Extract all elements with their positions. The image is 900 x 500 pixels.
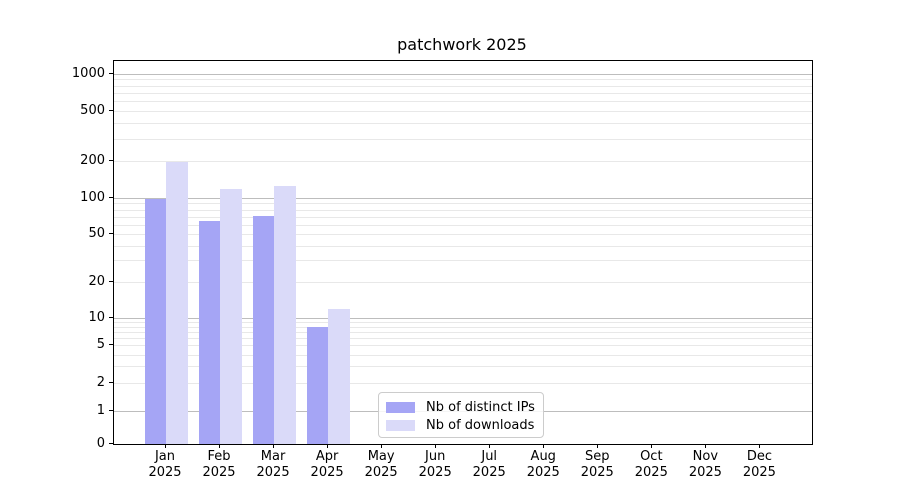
ytick-label-0: 0 <box>96 435 105 451</box>
xtick-mark-may <box>380 444 382 448</box>
bar-downloads-feb <box>220 188 242 444</box>
minor-gridline-3 <box>114 366 812 368</box>
legend-label-distinct-ips: Nb of distinct IPs <box>426 399 535 415</box>
minor-gridline-7 <box>114 331 812 333</box>
xtick-mark-sep <box>596 444 598 448</box>
ytick-label-5: 5 <box>96 337 105 353</box>
minor-gridline-60 <box>114 224 812 226</box>
ytick-label-200: 200 <box>80 152 105 168</box>
minor-gridline-400 <box>114 123 812 125</box>
ytick-mark-1000 <box>109 72 113 74</box>
legend-swatch-distinct-ips <box>386 401 415 413</box>
major-gridline-10 <box>114 317 812 319</box>
ytick-label-2: 2 <box>96 374 105 390</box>
minor-gridline-90 <box>114 203 812 205</box>
major-gridline-1000 <box>114 73 812 75</box>
xtick-mark-feb <box>218 444 220 448</box>
minor-gridline-6 <box>114 338 812 340</box>
minor-gridline-300 <box>114 138 812 140</box>
xtick-mark-jan <box>164 444 166 448</box>
bar-downloads-jan <box>166 162 188 444</box>
ytick-label-1: 1 <box>96 402 105 418</box>
minor-gridline-2 <box>114 382 812 384</box>
plot-area: Nb of distinct IPs Nb of downloads <box>113 60 813 445</box>
minor-gridline-20 <box>114 281 812 283</box>
bar-downloads-mar <box>274 186 296 444</box>
xtick-label-aug: Aug 2025 <box>526 449 560 480</box>
minor-gridline-5 <box>114 345 812 347</box>
minor-gridline-40 <box>114 245 812 247</box>
minor-gridline-600 <box>114 101 812 103</box>
xtick-mark-jun <box>434 444 436 448</box>
minor-gridline-8 <box>114 326 812 328</box>
legend-row-distinct-ips: Nb of distinct IPs <box>386 398 535 416</box>
bar-distinct-ips-mar <box>252 215 275 444</box>
ytick-mark-200 <box>109 159 113 161</box>
xtick-label-dec: Dec 2025 <box>742 449 776 480</box>
xtick-mark-apr <box>326 444 328 448</box>
xtick-label-sep: Sep 2025 <box>580 449 614 480</box>
xtick-label-may: May 2025 <box>364 449 398 480</box>
minor-gridline-50 <box>114 233 812 235</box>
ytick-mark-2 <box>109 381 113 383</box>
ytick-label-100: 100 <box>80 190 105 205</box>
xtick-mark-mar <box>272 444 274 448</box>
xtick-mark-nov <box>704 444 706 448</box>
xtick-mark-aug <box>542 444 544 448</box>
legend-row-downloads: Nb of downloads <box>386 416 535 434</box>
minor-gridline-700 <box>114 92 812 94</box>
minor-gridline-200 <box>114 160 812 162</box>
ytick-mark-500 <box>109 109 113 111</box>
legend-swatch-downloads <box>386 419 415 431</box>
ytick-mark-5 <box>109 344 113 346</box>
minor-gridline-500 <box>114 110 812 112</box>
bar-distinct-ips-feb <box>198 220 221 444</box>
xtick-label-jun: Jun 2025 <box>418 449 452 480</box>
minor-gridline-900 <box>114 79 812 81</box>
xtick-label-jul: Jul 2025 <box>472 449 506 480</box>
ytick-mark-50 <box>109 232 113 234</box>
ytick-mark-10 <box>109 316 113 318</box>
xtick-label-jan: Jan 2025 <box>148 449 182 480</box>
chart-title: patchwork 2025 <box>397 35 527 54</box>
xtick-mark-oct <box>650 444 652 448</box>
ytick-mark-1 <box>109 409 113 411</box>
ytick-mark-100 <box>109 197 113 198</box>
ytick-label-10: 10 <box>88 309 105 325</box>
ytick-mark-0 <box>109 442 113 444</box>
ytick-mark-20 <box>109 280 113 282</box>
minor-gridline-9 <box>114 321 812 323</box>
xtick-label-nov: Nov 2025 <box>688 449 722 480</box>
legend: Nb of distinct IPs Nb of downloads <box>378 392 544 438</box>
ytick-label-500: 500 <box>80 102 105 118</box>
minor-gridline-4 <box>114 354 812 356</box>
ytick-label-50: 50 <box>88 225 105 241</box>
minor-gridline-70 <box>114 216 812 218</box>
minor-gridline-800 <box>114 85 812 87</box>
bar-distinct-ips-apr <box>306 327 329 444</box>
ytick-label-20: 20 <box>88 273 105 289</box>
xtick-label-apr: Apr 2025 <box>310 449 344 480</box>
xtick-label-feb: Feb 2025 <box>202 449 236 480</box>
minor-gridline-80 <box>114 209 812 211</box>
xtick-label-oct: Oct 2025 <box>634 449 668 480</box>
legend-label-downloads: Nb of downloads <box>426 417 535 433</box>
major-gridline-100 <box>114 198 812 199</box>
bar-downloads-apr <box>328 308 350 444</box>
xtick-label-mar: Mar 2025 <box>256 449 290 480</box>
bar-distinct-ips-jan <box>144 198 166 444</box>
minor-gridline-30 <box>114 260 812 262</box>
ytick-label-1000: 1000 <box>71 65 105 81</box>
xtick-mark-jul <box>488 444 490 448</box>
xtick-mark-dec <box>758 444 760 448</box>
